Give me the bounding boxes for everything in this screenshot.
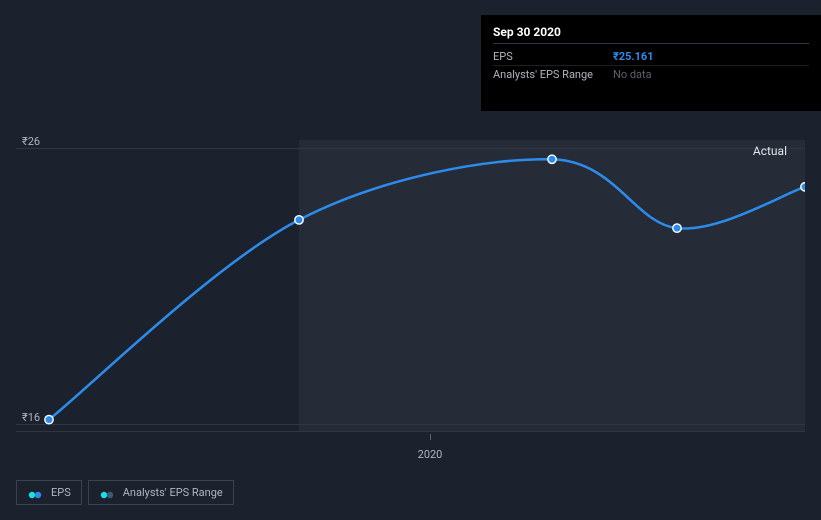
tooltip-key: EPS bbox=[493, 50, 613, 63]
tooltip-row: Analysts' EPS RangeNo data bbox=[493, 66, 809, 83]
tooltip-row: EPS₹25.161 bbox=[493, 48, 809, 66]
gridline bbox=[16, 148, 805, 149]
plot-area[interactable] bbox=[16, 140, 805, 432]
legend-label: EPS bbox=[51, 486, 71, 499]
tooltip-card: Sep 30 2020 EPS₹25.161Analysts' EPS Rang… bbox=[481, 15, 821, 111]
tooltip-key: Analysts' EPS Range bbox=[493, 68, 613, 81]
legend-label: Analysts' EPS Range bbox=[123, 486, 223, 499]
actual-series-label: Actual bbox=[753, 144, 787, 158]
legend-item[interactable]: Analysts' EPS Range bbox=[88, 480, 234, 505]
chart-legend: EPS Analysts' EPS Range bbox=[16, 480, 234, 505]
y-axis-label: ₹26 bbox=[20, 135, 42, 148]
tooltip-value: No data bbox=[613, 68, 652, 81]
legend-swatch-icon bbox=[99, 489, 117, 497]
x-tick bbox=[430, 434, 431, 440]
eps-chart: ₹26₹16 2020 Actual Sep 30 2020 EPS₹25.16… bbox=[16, 0, 805, 520]
legend-item[interactable]: EPS bbox=[16, 480, 82, 505]
gridline bbox=[16, 424, 805, 425]
tooltip-value: ₹25.161 bbox=[613, 50, 654, 63]
legend-swatch-icon bbox=[27, 489, 45, 497]
y-axis-label: ₹16 bbox=[20, 411, 42, 424]
tooltip-date: Sep 30 2020 bbox=[493, 25, 809, 44]
x-axis-label: 2020 bbox=[418, 448, 443, 461]
